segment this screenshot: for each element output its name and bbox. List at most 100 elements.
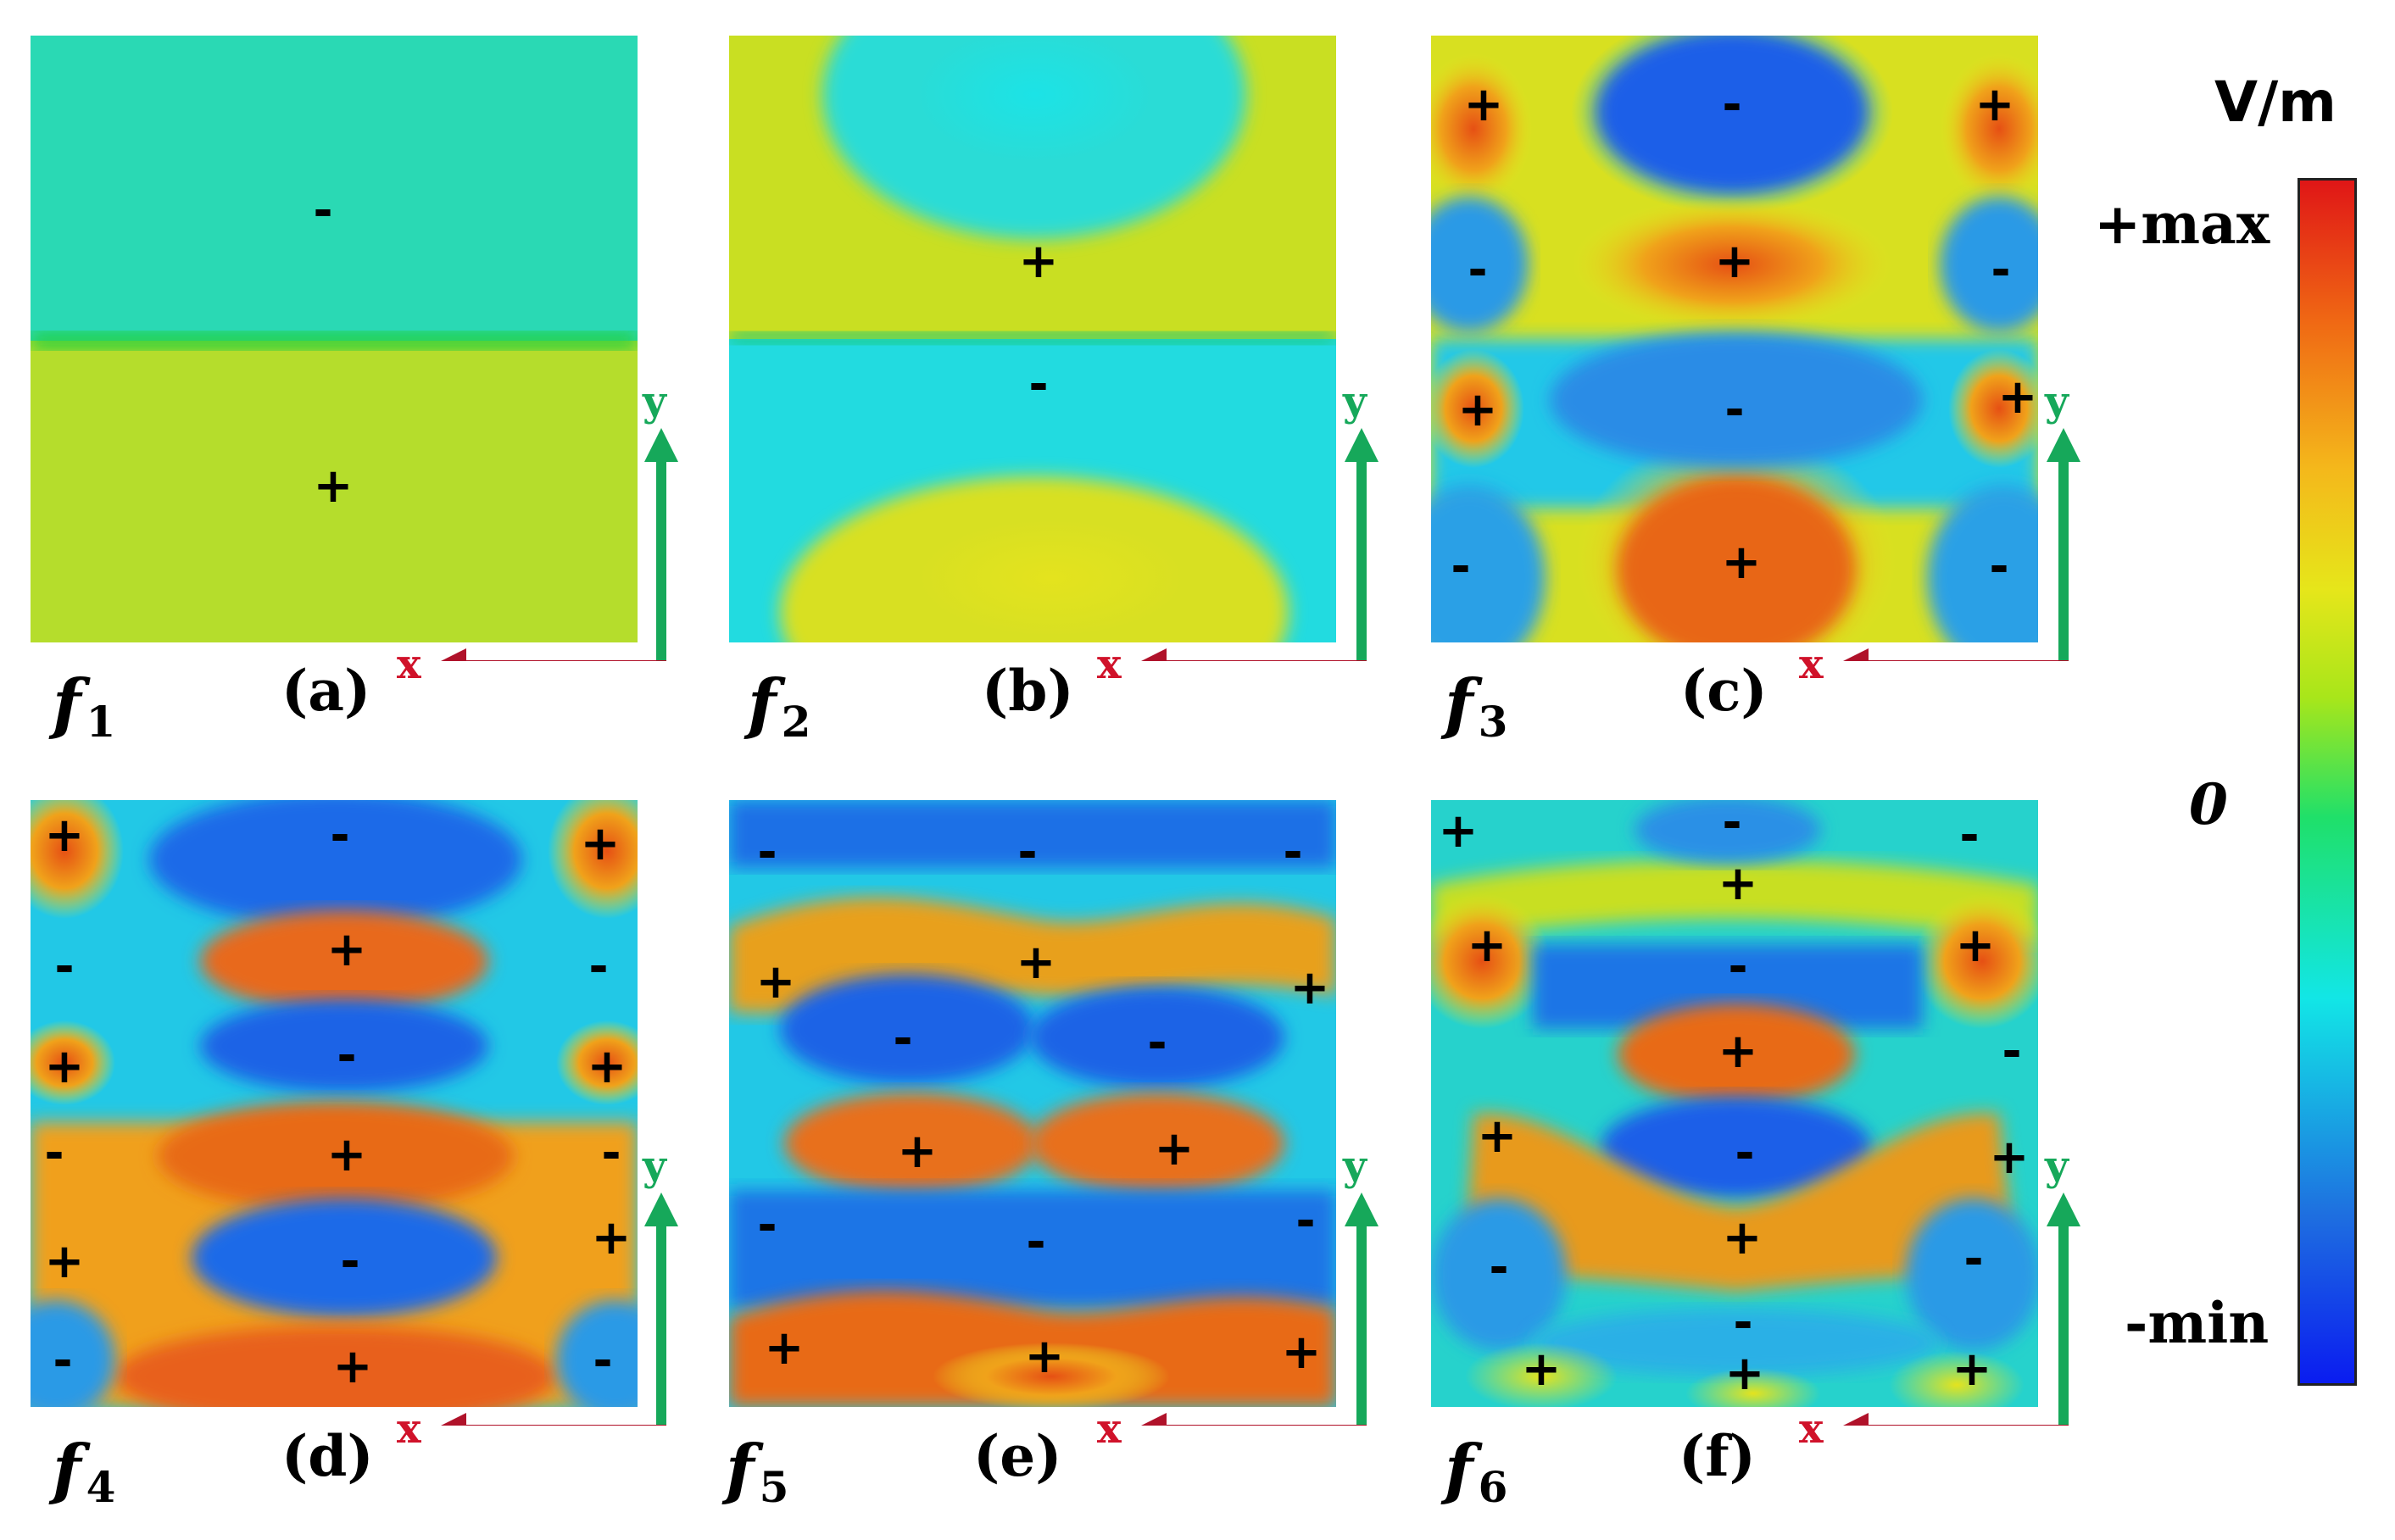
sign-plus: + (580, 816, 621, 872)
sign-minus: - (1724, 382, 1745, 438)
panel-e-field: - - - + + + - - + + - - - + + + (729, 800, 1336, 1407)
sign-minus: - (1728, 939, 1748, 995)
sign-minus: - (2002, 1024, 2022, 1080)
sign-plus: + (332, 1339, 373, 1395)
sign-plus: + (44, 1039, 85, 1095)
sign-plus: + (1521, 1342, 1562, 1398)
sign-plus: + (44, 808, 85, 864)
axes-indicator-a: y x (397, 381, 678, 685)
sign-minus: - (1283, 825, 1303, 881)
field-map-d (31, 800, 638, 1407)
sign-minus: - (757, 1198, 777, 1254)
sign-plus: + (1477, 1109, 1518, 1165)
axes-indicator-f: y x (1799, 1146, 2080, 1449)
panel-label-c: (c) (1680, 658, 1768, 724)
x-axis-label: x (397, 1405, 421, 1453)
y-axis-label: y (643, 1142, 666, 1190)
axes-arrows (441, 428, 678, 661)
sign-minus: - (1489, 1240, 1509, 1296)
colorbar-max-label: +max (2094, 191, 2270, 257)
sign-minus: - (1147, 1015, 1167, 1071)
colorbar-unit: V/m (2214, 69, 2337, 135)
y-axis-label: y (2045, 378, 2069, 425)
y-axis-label: y (2045, 1142, 2069, 1190)
sign-plus: + (587, 1039, 627, 1095)
sign-plus: + (1989, 1130, 2030, 1186)
axes-indicator-b: y x (1097, 381, 1379, 685)
sign-minus: - (1295, 1193, 1316, 1249)
panel-label-a: (a) (281, 658, 371, 724)
sign-plus: + (755, 954, 796, 1010)
sign-minus: - (1963, 1231, 1984, 1287)
y-axis-label: y (643, 378, 666, 425)
panel-label-d: (d) (281, 1423, 374, 1489)
axes-arrows (441, 1193, 678, 1426)
sign-minus: - (54, 939, 75, 995)
axes-arrows (1141, 428, 1379, 661)
sign-plus: + (1955, 918, 1996, 974)
sign-minus: - (757, 825, 777, 881)
sign-minus: - (1722, 795, 1742, 851)
sign-minus: - (1451, 539, 1471, 595)
y-axis-label: y (1343, 378, 1367, 425)
x-axis-label: x (1097, 1405, 1122, 1453)
field-map-e (729, 800, 1336, 1407)
panel-label-f: (f) (1679, 1423, 1756, 1489)
sign-plus: + (313, 459, 354, 514)
sign-plus: + (1718, 856, 1758, 912)
sign-plus: + (326, 922, 367, 978)
sign-minus: - (1733, 1295, 1753, 1351)
sign-plus: + (591, 1210, 632, 1266)
panel-label-e: (e) (973, 1423, 1062, 1489)
sign-minus: - (1959, 808, 1980, 864)
sign-plus: + (897, 1124, 938, 1180)
sign-plus: + (1467, 918, 1507, 974)
sign-plus: + (1974, 77, 2015, 133)
y-axis-label: y (1343, 1142, 1367, 1190)
sign-plus: + (44, 1234, 85, 1290)
sign-minus: - (1722, 77, 1742, 133)
sign-minus: - (53, 1333, 73, 1389)
sign-plus: + (1722, 1210, 1763, 1266)
sign-minus: - (44, 1126, 64, 1181)
field-map-c (1431, 36, 2038, 642)
x-axis-label: x (397, 641, 421, 688)
sign-minus: - (313, 183, 333, 239)
sign-minus: - (1735, 1126, 1755, 1181)
colorbar (2298, 178, 2357, 1386)
sign-plus: + (1154, 1121, 1195, 1177)
sign-plus: + (1463, 77, 1504, 133)
sign-minus: - (601, 1126, 621, 1181)
panel-label-b: (b) (982, 658, 1074, 724)
colorbar-min-label: -min (2125, 1290, 2270, 1356)
sign-plus: + (1952, 1342, 1992, 1398)
axes-arrows (1843, 428, 2080, 661)
x-axis-label: x (1799, 1405, 1824, 1453)
panel-f-field: + - - + + - + + - + - + + - - - + + + (1431, 795, 2038, 1407)
sign-minus: - (337, 1028, 357, 1084)
sign-plus: + (764, 1320, 805, 1376)
sign-plus: + (326, 1127, 367, 1183)
sign-minus: - (1991, 242, 2011, 298)
sign-plus: + (1024, 1329, 1065, 1385)
sign-minus: - (1028, 357, 1049, 413)
sign-minus: - (1468, 242, 1488, 298)
x-axis-label: x (1799, 641, 1824, 688)
sign-plus: + (1289, 960, 1330, 1016)
sign-plus: + (1281, 1325, 1322, 1381)
panel-b-field: + - (729, 36, 1336, 642)
sign-plus: + (1457, 382, 1498, 438)
colorbar-gradient (2300, 181, 2354, 1383)
sign-plus: + (1016, 935, 1056, 991)
axes-indicator-d: y x (397, 1146, 678, 1449)
sign-minus: - (1989, 539, 2009, 595)
field-map-f (1431, 800, 2038, 1407)
panel-d-field: + - + - + - + - + - + - + - + - + - (31, 800, 638, 1407)
sign-plus: + (1438, 803, 1479, 859)
sign-plus: + (1997, 370, 2038, 425)
sign-minus: - (593, 1333, 613, 1389)
